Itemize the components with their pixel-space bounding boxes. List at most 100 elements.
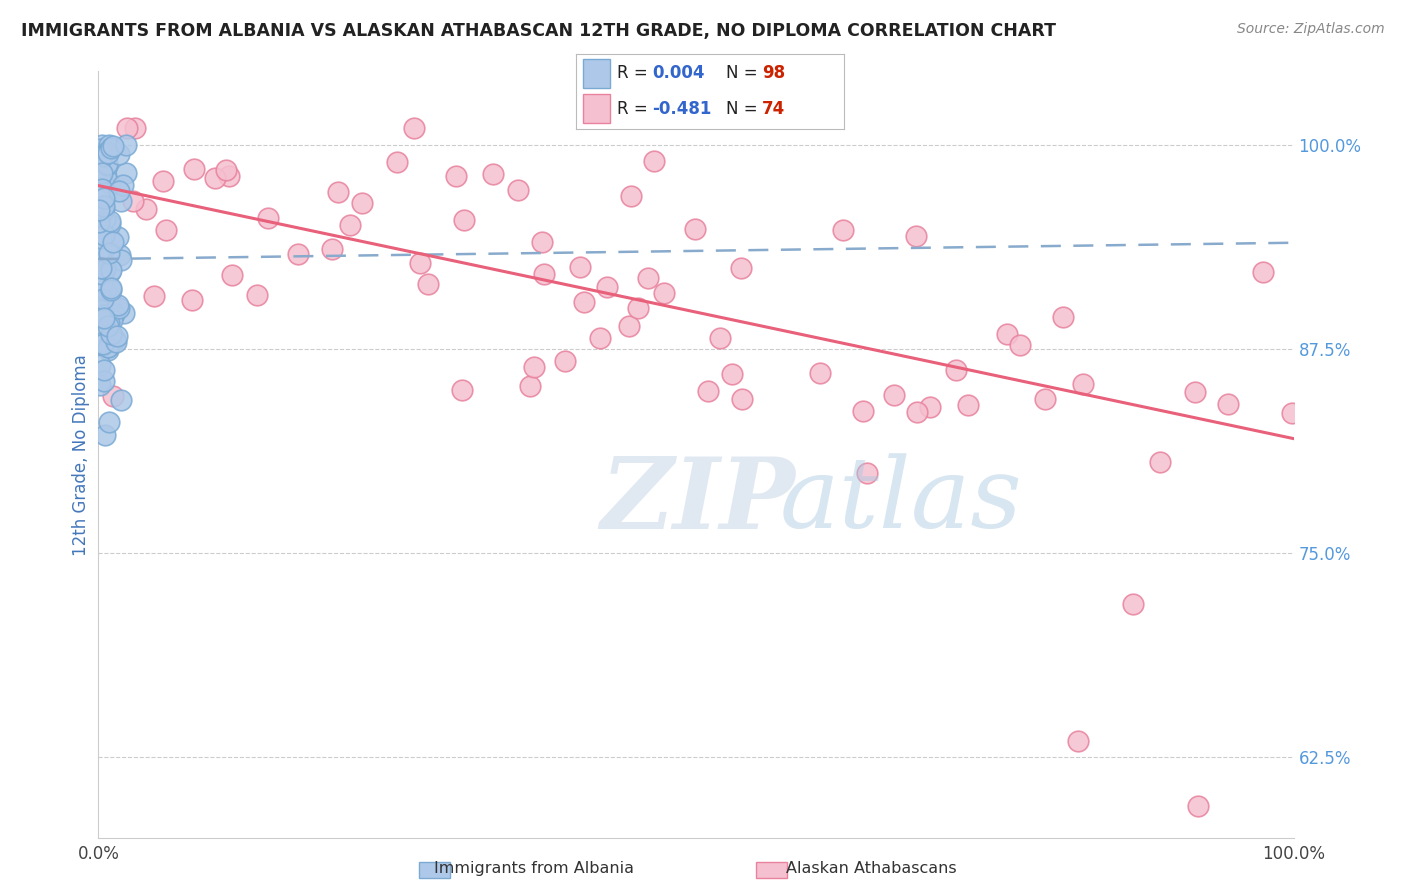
Point bbox=[731, 392, 754, 406]
Point bbox=[101, 389, 124, 403]
Point bbox=[93, 363, 115, 377]
Point bbox=[904, 229, 927, 244]
Point bbox=[531, 235, 554, 249]
Point bbox=[1187, 798, 1209, 813]
Point bbox=[91, 293, 114, 307]
Point bbox=[112, 306, 135, 320]
Point bbox=[90, 199, 112, 213]
Point bbox=[98, 176, 121, 190]
Point bbox=[90, 284, 112, 298]
Point bbox=[93, 228, 115, 243]
Text: ZIP: ZIP bbox=[600, 453, 796, 549]
Point bbox=[89, 225, 111, 239]
Point bbox=[808, 366, 831, 380]
Bar bbox=[583, 59, 610, 87]
Point bbox=[589, 331, 612, 345]
Point bbox=[107, 298, 129, 312]
Point bbox=[110, 194, 132, 208]
Point bbox=[696, 384, 718, 398]
Point bbox=[685, 221, 707, 235]
Point bbox=[98, 316, 121, 330]
Point bbox=[87, 202, 110, 217]
Point bbox=[91, 166, 114, 180]
Point bbox=[91, 275, 114, 289]
Point bbox=[108, 184, 131, 198]
Point bbox=[89, 378, 111, 392]
Point bbox=[409, 256, 432, 270]
Point bbox=[108, 248, 131, 262]
Point bbox=[1033, 392, 1056, 406]
Point bbox=[918, 400, 941, 414]
Point bbox=[945, 363, 967, 377]
Point bbox=[124, 121, 146, 136]
Text: N =: N = bbox=[725, 100, 763, 118]
Text: Source: ZipAtlas.com: Source: ZipAtlas.com bbox=[1237, 22, 1385, 37]
Point bbox=[416, 277, 439, 291]
Point bbox=[91, 271, 114, 285]
Point bbox=[90, 267, 112, 281]
Point bbox=[1071, 377, 1094, 392]
Point bbox=[855, 466, 877, 480]
Point bbox=[620, 189, 643, 203]
Point bbox=[1067, 733, 1090, 747]
Point bbox=[87, 215, 110, 229]
Point bbox=[100, 326, 122, 341]
Point bbox=[246, 288, 269, 302]
Point bbox=[569, 260, 592, 274]
Point bbox=[595, 279, 617, 293]
Text: 0.004: 0.004 bbox=[652, 64, 704, 82]
Point bbox=[523, 359, 546, 374]
Point bbox=[110, 393, 132, 408]
Point bbox=[90, 172, 112, 186]
Point bbox=[110, 253, 132, 268]
Point bbox=[90, 251, 112, 265]
Text: 74: 74 bbox=[762, 100, 786, 118]
Point bbox=[152, 174, 174, 188]
Point bbox=[100, 263, 122, 277]
Point bbox=[115, 121, 138, 136]
Point bbox=[572, 295, 595, 310]
Point bbox=[93, 375, 115, 389]
Point bbox=[111, 178, 134, 193]
Point bbox=[554, 354, 576, 368]
Y-axis label: 12th Grade, No Diploma: 12th Grade, No Diploma bbox=[72, 354, 90, 556]
Point bbox=[643, 154, 665, 169]
Point bbox=[956, 398, 979, 412]
Point bbox=[122, 194, 145, 208]
Point bbox=[97, 343, 120, 357]
Point bbox=[1184, 384, 1206, 399]
Point bbox=[93, 308, 115, 322]
Point bbox=[98, 228, 121, 243]
Point bbox=[101, 328, 124, 343]
Point bbox=[218, 169, 240, 184]
Point bbox=[115, 137, 138, 152]
Point bbox=[1052, 310, 1074, 324]
Point bbox=[93, 337, 115, 351]
Point bbox=[1122, 597, 1144, 611]
Point bbox=[453, 213, 475, 227]
Point bbox=[1008, 338, 1031, 352]
Point bbox=[100, 281, 122, 295]
Point bbox=[91, 203, 114, 218]
Point bbox=[96, 158, 118, 172]
Point bbox=[94, 261, 117, 276]
Point bbox=[221, 268, 243, 282]
Point bbox=[89, 170, 111, 185]
Point bbox=[98, 213, 121, 227]
Point bbox=[93, 428, 115, 442]
Text: atlas: atlas bbox=[779, 453, 1022, 549]
Text: Alaskan Athabascans: Alaskan Athabascans bbox=[786, 861, 957, 876]
Point bbox=[115, 165, 138, 179]
Point bbox=[89, 142, 111, 156]
Point bbox=[183, 162, 205, 177]
Point bbox=[852, 404, 875, 418]
Point bbox=[404, 121, 426, 136]
Point bbox=[135, 202, 157, 217]
Point bbox=[204, 170, 226, 185]
Point bbox=[97, 137, 120, 152]
Point bbox=[93, 199, 115, 213]
Point bbox=[93, 265, 115, 279]
Point bbox=[103, 334, 125, 349]
Point bbox=[883, 388, 905, 402]
Point bbox=[143, 289, 166, 303]
